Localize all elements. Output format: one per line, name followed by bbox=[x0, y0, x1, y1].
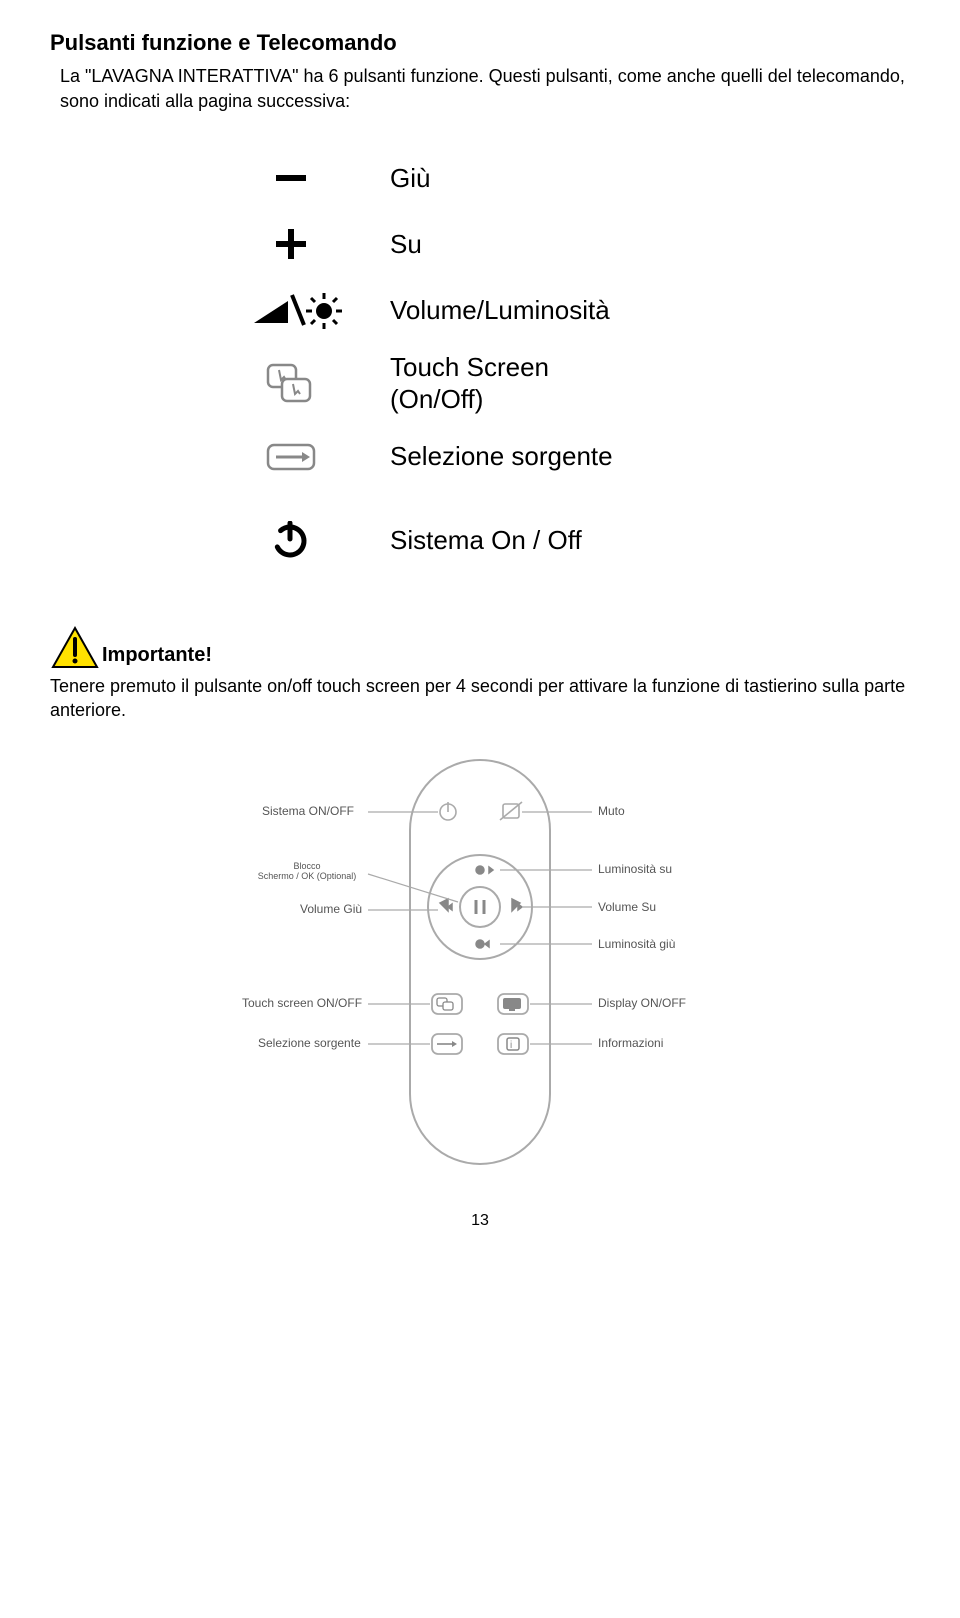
su-label: Su bbox=[390, 229, 910, 260]
intro-text: La "LAVAGNA INTERATTIVA" ha 6 pulsanti f… bbox=[60, 64, 910, 114]
volume-label: Volume/Luminosità bbox=[390, 295, 910, 326]
svg-text:i: i bbox=[510, 1040, 512, 1051]
giu-label: Giù bbox=[390, 163, 910, 194]
important-label: Importante! bbox=[102, 644, 212, 670]
page-title: Pulsanti funzione e Telecomando bbox=[50, 30, 910, 56]
minus-icon bbox=[250, 154, 390, 202]
warning-row: Importante! bbox=[50, 625, 910, 670]
rl-touch: Touch screen ON/OFF bbox=[242, 996, 362, 1010]
rr-info: Informazioni bbox=[598, 1036, 663, 1050]
rr-lumsu: Luminosità su bbox=[598, 862, 672, 876]
touch-screen-icon bbox=[250, 360, 390, 408]
volume-brightness-icon bbox=[250, 286, 390, 334]
page-number: 13 bbox=[50, 1212, 910, 1230]
source-label: Selezione sorgente bbox=[390, 441, 910, 472]
system-label: Sistema On / Off bbox=[390, 525, 910, 556]
rr-display: Display ON/OFF bbox=[598, 996, 686, 1010]
rl-sistema: Sistema ON/OFF bbox=[262, 804, 354, 818]
rr-volsu: Volume Su bbox=[598, 900, 656, 914]
plus-icon bbox=[250, 220, 390, 268]
rl-blocco: Blocco Schermo / OK (Optional) bbox=[252, 862, 362, 882]
rr-lumgiu: Luminosità giù bbox=[598, 937, 675, 951]
source-select-icon bbox=[250, 433, 390, 481]
button-function-table: Giù Su Volume/Luminosità bbox=[250, 154, 910, 564]
remote-diagram: i Sistema ON/OFF Blocco Schermo / OK (Op… bbox=[200, 752, 760, 1172]
warning-icon bbox=[50, 625, 100, 670]
touch-label: Touch Screen (On/Off) bbox=[390, 352, 910, 414]
power-icon bbox=[250, 517, 390, 565]
rr-muto: Muto bbox=[598, 804, 625, 818]
important-text: Tenere premuto il pulsante on/off touch … bbox=[50, 674, 910, 723]
rl-sel: Selezione sorgente bbox=[258, 1036, 361, 1050]
rl-volgiu: Volume Giù bbox=[300, 902, 362, 916]
